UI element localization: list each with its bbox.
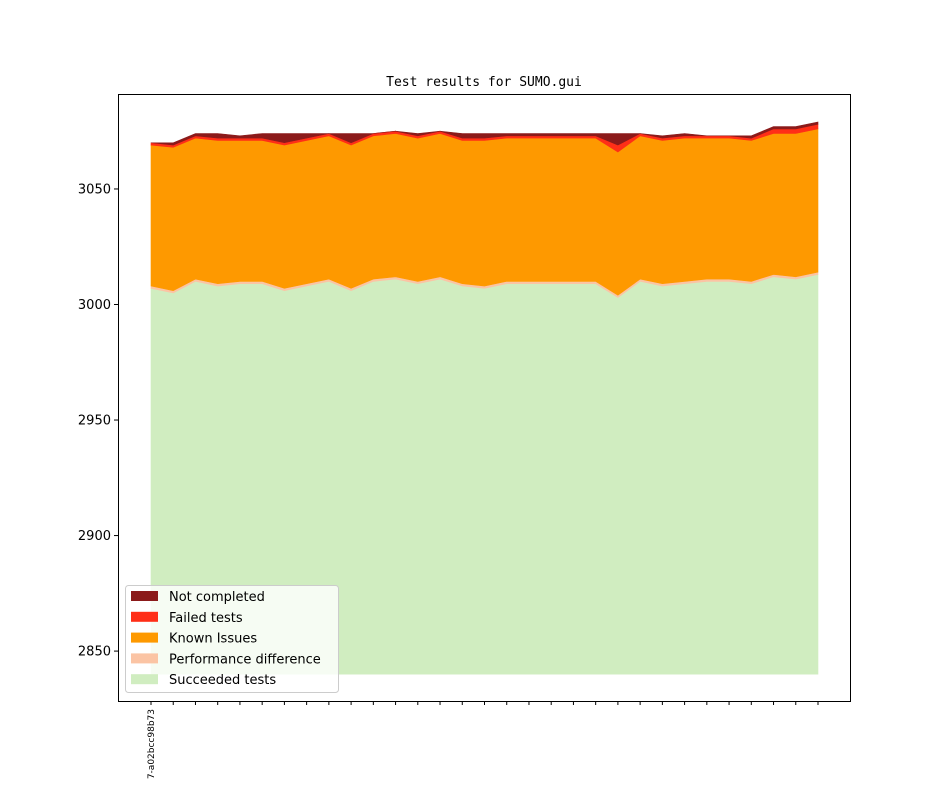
legend-label: Performance difference: [169, 652, 321, 667]
legend-swatch: [131, 591, 158, 601]
legend-swatch: [131, 653, 158, 664]
area-not-completed: [150, 121, 819, 146]
y-tick-label: 2900: [78, 529, 111, 544]
areas: [150, 121, 819, 675]
legend-swatch: [131, 611, 158, 622]
x-tick-label: 7-a02bcc98b73: [147, 709, 157, 779]
legend-label: Failed tests: [169, 611, 243, 626]
y-tick-label: 3050: [78, 182, 111, 197]
legend-label: Succeeded tests: [169, 673, 276, 688]
y-tick-label: 3000: [78, 298, 111, 313]
legend-swatch: [131, 674, 158, 685]
y-tick-label: 2950: [78, 414, 111, 429]
y-tick-label: 2850: [78, 645, 111, 660]
legend-label: Known Issues: [169, 632, 257, 647]
area-known-issues: [150, 128, 819, 296]
legend-swatch: [131, 632, 158, 643]
x-axis: 7-a02bcc98b73: [147, 701, 819, 779]
y-axis: 2850 2900 2950 3000 3050: [78, 182, 118, 660]
chart-title: Test results for SUMO.gui: [386, 75, 582, 90]
legend-box: [125, 585, 339, 693]
legend-label: Not completed: [169, 590, 265, 605]
legend: Not completed Failed tests Known Issues Per…: [125, 585, 339, 693]
